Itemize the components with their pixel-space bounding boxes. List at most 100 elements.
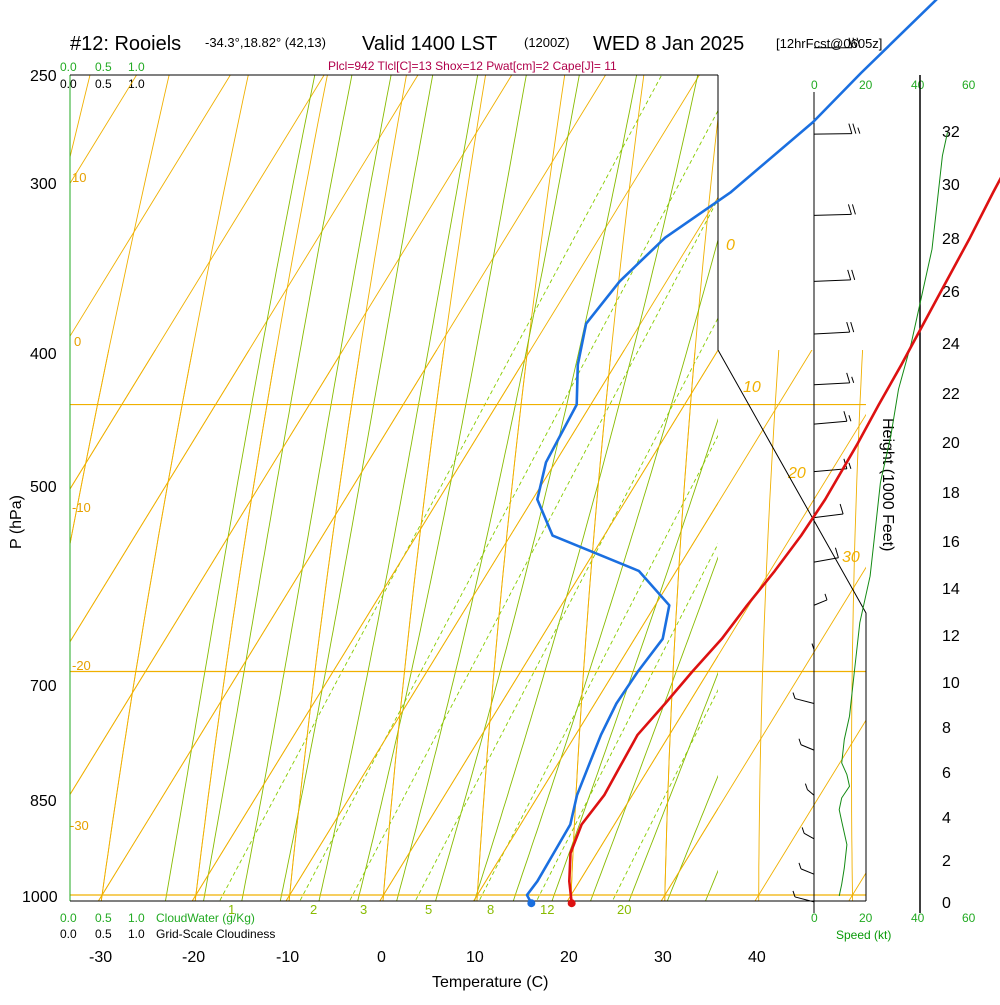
moist-adiabat-line [417,0,841,962]
height-tick-4: 4 [942,810,951,827]
height-tick-30: 30 [942,177,960,194]
isotherm-label-0: 0 [74,334,81,349]
wind-barb [814,411,851,424]
speed-tick-bottom-2: 40 [911,911,925,925]
wind-barb-flag [847,373,850,383]
isotherm-label-m30: -30 [70,818,89,833]
dry-adiabat-line [188,0,606,962]
isotherm-label-m10: -10 [72,500,91,515]
height-tick-12: 12 [942,628,960,645]
valid-time: Valid 1400 LST [362,33,497,55]
temp-tick-m10: -10 [276,949,299,966]
mixing-ratio-label-1: 1 [228,902,235,917]
speed-tick-bottom-0: 0 [811,911,818,925]
wind-barb-flag [851,322,854,332]
grid-lower [0,0,1000,962]
isotherm-line [61,0,1000,962]
moist-adiabat-line [492,0,974,962]
cloudiness-tick-top-0: 0.0 [60,77,77,91]
speed-tick-top-1: 20 [859,78,873,92]
wind-barb-shaft [814,600,827,605]
wind-barb-flag [852,270,855,280]
mixing-ratio-label-8: 8 [487,902,494,917]
cloudwater-tick-bottom-1: 0.5 [95,911,112,925]
height-tick-2: 2 [942,853,951,870]
isotherm-line [530,0,1000,962]
wind-barb-shaft [814,332,850,334]
cloudwater-tick-top-2: 1.0 [128,60,145,74]
moist-adiabat-line [718,0,1000,962]
wind-barb-shaft [801,745,814,750]
height-tick-18: 18 [942,485,960,502]
pressure-label-1000: 1000 [22,889,58,906]
wind-barb-shaft [814,514,843,518]
wind-barb-half-flag [849,463,851,469]
wind-barb [814,124,860,134]
adiabat-label-30: 30 [842,549,860,566]
wind-barb-shaft [814,421,847,424]
cloudwater-tick-bottom-2: 1.0 [128,911,145,925]
height-tick-20: 20 [942,435,960,452]
wind-barb-half-flag [793,891,795,897]
wind-barb [799,739,814,750]
temp-tick-10: 10 [466,949,484,966]
wind-barb-flag [852,204,855,214]
wind-barb-shaft [814,280,851,281]
height-tick-6: 6 [942,765,951,782]
wind-barb [814,373,854,385]
wind-barb [814,204,855,215]
lower-right-border [718,350,866,901]
wind-barb-shaft [814,383,850,385]
temp-tick-30: 30 [654,949,672,966]
isotherm-line [718,0,1000,962]
speed-tick-top-3: 60 [962,78,976,92]
wind-barb-shaft [804,833,814,839]
pressure-label-250: 250 [30,68,57,85]
dry-adiabat-line [852,0,1000,962]
pressure-label-300: 300 [30,176,57,193]
wind-barb [814,270,855,281]
isotherm-label-m20: -20 [72,658,91,673]
height-tick-8: 8 [942,720,951,737]
sounding-params: Plcl=942 Tlcl[C]=13 Shox=12 Pwat[cm]=2 C… [328,59,617,73]
wind-barb-shaft [795,699,814,704]
pressure-label-500: 500 [30,479,57,496]
isotherm-line [0,0,650,962]
wind-barb-flag [844,411,847,421]
station-title: #12: Rooiels [70,33,181,55]
adiabat-label-20: 20 [787,465,806,482]
x-axis-title: Temperature (C) [432,974,548,991]
speed-tick-bottom-1: 20 [859,911,873,925]
wind-barb-flag [835,548,838,558]
pressure-label-700: 700 [30,678,57,695]
isotherm-line [342,0,1000,962]
wind-barb-half-flag [825,594,827,600]
dewpoint-line [527,0,1000,903]
moist-adiabat-line [380,0,788,962]
mixing-ratio-label-2: 2 [310,902,317,917]
height-tick-32: 32 [942,124,960,141]
wind-barb-shaft [801,869,814,874]
cloudiness-tick-top-1: 0.5 [95,77,112,91]
speed-tick-top-2: 40 [911,78,925,92]
isotherm-line [811,0,1000,962]
zulu-time: (1200Z) [524,35,570,50]
isotherm-line [811,0,1000,962]
wind-barb [814,322,854,334]
wind-barb [805,784,814,796]
dry-adiabat-line [852,0,1000,962]
wind-barb [793,693,814,704]
isotherm-line [530,0,1000,962]
isotherm-line [718,0,1000,962]
wind-barb [793,891,814,902]
wind-barb [799,863,814,874]
dry-adiabat-line [283,0,668,962]
height-axis-title: Height (1000 Feet) [879,418,896,551]
adiabat-label-0: 0 [726,237,735,254]
wind-barb [814,594,827,605]
mixing-ratio-label-3: 3 [360,902,367,917]
wind-barb-half-flag [852,377,854,383]
forecast-date: WED 8 Jan 2025 [593,33,744,55]
wind-barb-flag [847,322,850,332]
